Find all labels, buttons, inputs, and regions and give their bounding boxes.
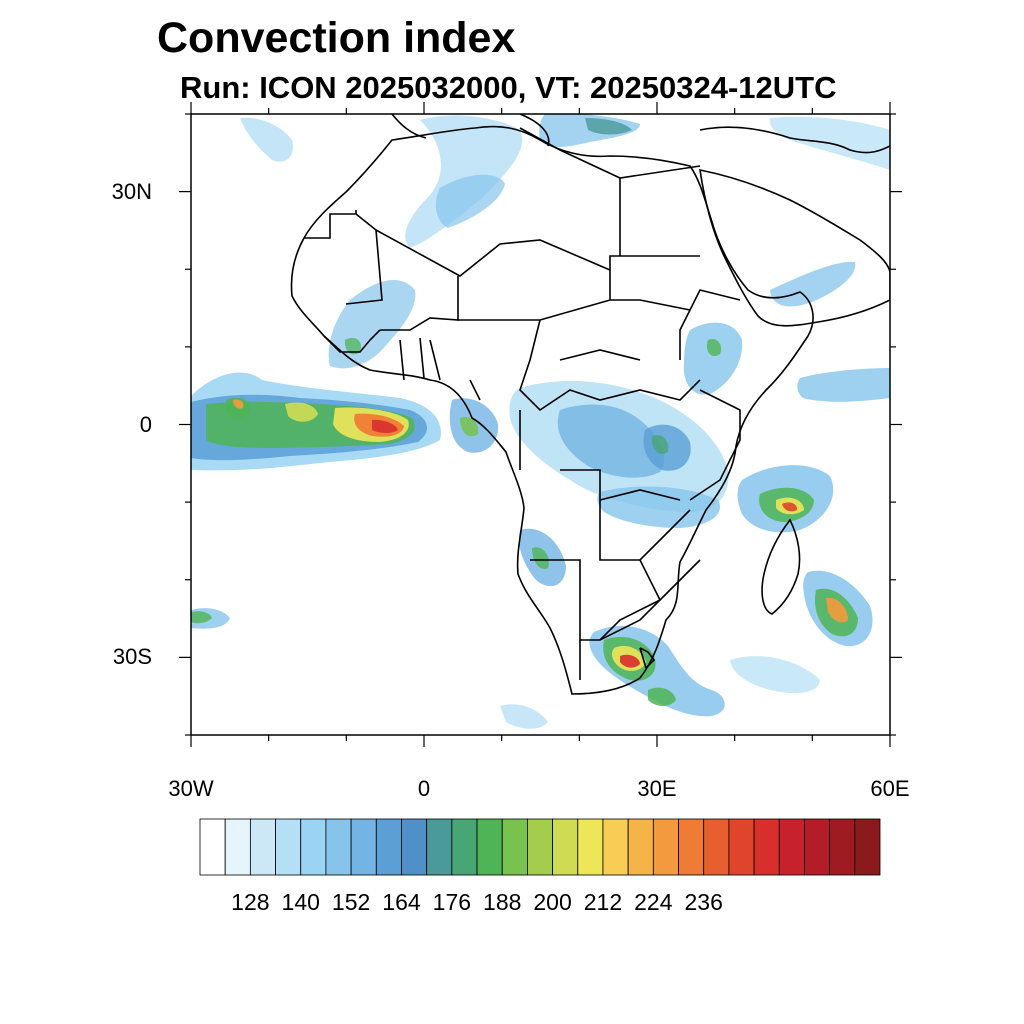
colorbar-swatch xyxy=(527,818,553,876)
coastlines-and-borders xyxy=(290,114,890,695)
field-atlantic-mid-yellow xyxy=(285,402,318,422)
chart-title: Convection index xyxy=(157,14,516,62)
lon-label: 60E xyxy=(870,776,910,801)
field-lakes-green xyxy=(651,434,669,455)
colorbar-swatch xyxy=(401,818,428,876)
colorbar-label: 128 xyxy=(231,889,270,915)
colorbar-swatch xyxy=(375,818,402,876)
colorbar-swatch xyxy=(426,818,453,876)
field-southwest-atlantic-green xyxy=(191,611,212,624)
colorbar-label: 188 xyxy=(483,889,522,915)
colorbar-label: 236 xyxy=(684,889,723,915)
field-westafrica-green xyxy=(344,337,362,355)
colorbar-label: 200 xyxy=(533,889,572,915)
colorbar-swatch xyxy=(552,818,579,876)
colorbar-swatch xyxy=(804,818,831,876)
lon-label: 30W xyxy=(168,776,214,801)
colorbar-swatch xyxy=(577,818,604,876)
colorbar xyxy=(199,818,881,876)
field-ethiopia-green xyxy=(706,338,722,357)
colorbar-swatch xyxy=(249,818,276,876)
colorbar-label: 212 xyxy=(583,889,623,915)
field-madagascar-north-red xyxy=(782,502,798,512)
field-zambia xyxy=(597,486,721,528)
lat-label: 30S xyxy=(112,644,152,670)
field-westafrica-coast xyxy=(328,279,416,369)
colorbar-swatch xyxy=(501,818,528,876)
field-arabia xyxy=(770,261,856,307)
iberia-coast xyxy=(391,114,427,139)
colorbar-swatch xyxy=(300,818,327,876)
field-gulf-guinea-green xyxy=(460,416,479,437)
lon-label: 0 xyxy=(417,776,431,801)
colorbar-swatch xyxy=(703,818,730,876)
field-atlantic-band-red xyxy=(372,419,398,433)
field-madagascar-south-orange xyxy=(826,597,848,623)
lat-label: 0 xyxy=(139,411,152,437)
colorbar-swatch xyxy=(778,818,805,876)
field-ethiopia xyxy=(683,322,743,395)
colorbar-swatch xyxy=(652,818,679,876)
colorbar-label: 224 xyxy=(634,889,673,915)
colorbar-swatch xyxy=(753,818,780,876)
colorbar-label: 140 xyxy=(281,889,320,915)
colorbar-swatch xyxy=(678,818,705,876)
arabia-coastline xyxy=(699,168,890,327)
colorbar-swatch xyxy=(602,818,629,876)
colorbar-swatch xyxy=(224,818,251,876)
colorbar-label: 152 xyxy=(331,889,371,915)
colorbar-swatch xyxy=(275,818,302,876)
border-central-2 xyxy=(519,389,741,641)
field-atlantic-west-orange xyxy=(233,399,244,409)
border-central-1 xyxy=(458,255,741,412)
colorbar-label: 164 xyxy=(382,889,421,915)
colorbar-label: 176 xyxy=(432,889,472,915)
chart-subtitle: Run: ICON 2025032000, VT: 20250324-12UTC xyxy=(180,70,837,105)
border-west-2 xyxy=(323,329,481,401)
africa-coastline xyxy=(290,125,814,695)
colorbar-swatch xyxy=(728,818,755,876)
colorbar-swatch xyxy=(325,818,352,876)
lon-label: 30E xyxy=(637,776,677,801)
colorbar-swatch xyxy=(829,818,856,876)
convection-field xyxy=(191,114,890,729)
border-west-1 xyxy=(304,127,701,331)
colorbar-swatch xyxy=(476,818,503,876)
field-congo-mid xyxy=(557,404,664,478)
field-southafrica-red xyxy=(620,654,640,668)
colorbar-swatch xyxy=(199,818,226,876)
lat-label: 30N xyxy=(111,178,152,204)
field-south-ocean-strip xyxy=(500,704,548,729)
colorbar-swatch xyxy=(627,818,654,876)
field-southafrica-east-green xyxy=(648,687,676,706)
field-angola-green xyxy=(532,547,549,569)
field-sahara-streak-2 xyxy=(435,174,505,228)
madagascar-coastline xyxy=(761,518,801,615)
border-southern xyxy=(579,559,701,680)
colorbar-swatch xyxy=(854,818,881,876)
colorbar-swatch xyxy=(451,818,478,876)
colorbar-swatch xyxy=(350,818,377,876)
field-southeast-indian xyxy=(730,656,820,694)
field-indian-ocean-north xyxy=(797,368,890,402)
axis-ticks xyxy=(179,102,902,747)
field-mediterranean-dark xyxy=(585,118,632,135)
field-north-atlantic xyxy=(240,117,293,162)
